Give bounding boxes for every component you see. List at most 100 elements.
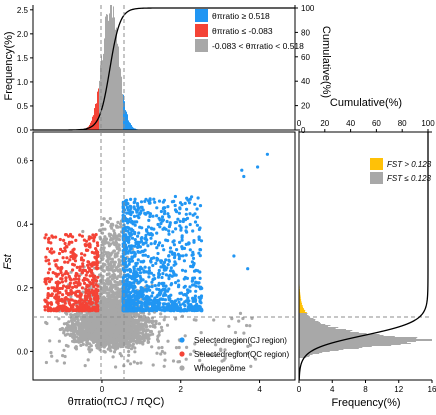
scatter-point	[194, 289, 198, 293]
scatter-point	[182, 309, 186, 313]
scatter-point	[168, 246, 173, 250]
scatter-point	[93, 320, 97, 324]
scatter-point	[107, 232, 111, 236]
scatter-point	[198, 358, 202, 363]
scatter-point	[126, 283, 130, 287]
scatter-point	[44, 233, 48, 237]
scatter-point	[164, 289, 168, 293]
scatter-point	[240, 168, 244, 172]
top-y-tick-label: 0.0	[17, 126, 29, 135]
scatter-point	[78, 267, 82, 271]
scatter-point	[167, 225, 171, 229]
scatter-point	[133, 346, 137, 350]
scatter-point	[174, 317, 178, 321]
right-histogram-bar	[299, 307, 304, 308]
top-histogram-bar	[131, 125, 132, 130]
scatter-point	[110, 226, 114, 230]
scatter-point	[68, 276, 72, 281]
top-histogram-bar	[122, 94, 123, 130]
top-y2-tick-label: 0	[301, 126, 306, 135]
scatter-point	[133, 321, 137, 325]
legend-label-high: θπratio ≥ 0.518	[212, 11, 270, 21]
scatter-point	[142, 308, 146, 312]
top-legend: θπratio ≥ 0.518 θπratio ≤ -0.083 -0.083 …	[195, 9, 304, 52]
scatter-point	[113, 255, 117, 259]
scatter-point	[140, 290, 144, 294]
scatter-point	[198, 204, 203, 208]
scatter-point	[113, 280, 118, 284]
scatter-point	[166, 239, 170, 243]
scatter-point	[71, 268, 75, 272]
scatter-point	[86, 248, 90, 252]
scatter-point	[96, 243, 100, 248]
scatter-point	[126, 302, 130, 306]
scatter-point	[157, 268, 161, 273]
scatter-point	[46, 292, 50, 296]
right-histogram-bar	[299, 313, 308, 314]
scatter-point	[109, 283, 113, 288]
scatter-point	[50, 293, 54, 297]
right-histogram-bar	[299, 327, 339, 328]
scatter-point	[55, 258, 59, 262]
scatter-point	[49, 241, 53, 245]
scatter-point	[64, 270, 68, 274]
scatter-point	[45, 321, 49, 326]
scatter-point	[128, 293, 132, 297]
scatter-point	[191, 256, 196, 260]
scatter-point	[114, 310, 118, 314]
top-histogram-bar	[119, 66, 120, 130]
top-histogram-bar	[132, 126, 133, 130]
scatter-point	[87, 237, 91, 241]
scatter-point	[109, 349, 113, 353]
scatter-point	[81, 321, 85, 325]
scatter-point	[130, 317, 134, 322]
scatter-point	[134, 274, 138, 278]
scatter-point	[141, 342, 145, 346]
scatter-point	[58, 237, 62, 242]
scatter-point	[194, 268, 198, 272]
scatter-point	[116, 323, 121, 327]
scatter-point	[79, 304, 83, 308]
scatter-point	[109, 294, 113, 298]
scatter-point	[94, 233, 98, 237]
scatter-point	[137, 296, 141, 300]
scatter-point	[197, 295, 201, 299]
scatter-point	[126, 322, 130, 326]
scatter-point	[147, 296, 151, 300]
scatter-point	[139, 361, 143, 365]
scatter-point	[129, 338, 133, 342]
scatter-point	[113, 260, 117, 264]
scatter-point	[177, 283, 181, 287]
scatter-point	[167, 229, 171, 233]
scatter-point	[68, 284, 72, 288]
scatter-point	[136, 258, 140, 262]
right-histogram-bar	[299, 321, 319, 322]
scatter-point	[69, 332, 73, 336]
scatter-point	[159, 325, 164, 329]
scatter-point	[46, 302, 50, 306]
right-histogram-panel: 0 4 8 12 16 0 20 40 60 80 100 Frequency(%) Cumula…	[297, 97, 436, 409]
scatter-point	[81, 290, 85, 294]
scatter-point	[137, 216, 141, 220]
scatter-point	[194, 318, 198, 322]
scatter-point	[72, 325, 76, 329]
scatter-point	[256, 165, 260, 169]
scatter-point	[147, 307, 151, 311]
scatter-point	[139, 304, 143, 308]
top-histogram-bar	[133, 127, 134, 130]
scatter-point	[227, 324, 231, 328]
scatter-point	[158, 290, 162, 294]
scatter-point	[100, 240, 104, 244]
top-histogram-bar	[118, 46, 119, 130]
scatter-point	[155, 246, 159, 250]
scatter-point	[113, 338, 117, 342]
scatter-point	[141, 293, 145, 297]
scatter-point	[56, 300, 60, 304]
scatter-point	[53, 287, 57, 291]
scatter-point	[102, 246, 106, 250]
scatter-point	[118, 303, 122, 307]
main-plot-frame	[32, 131, 296, 381]
scatter-point	[83, 269, 87, 273]
scatter-point	[63, 333, 68, 337]
scatter-point	[59, 268, 63, 272]
